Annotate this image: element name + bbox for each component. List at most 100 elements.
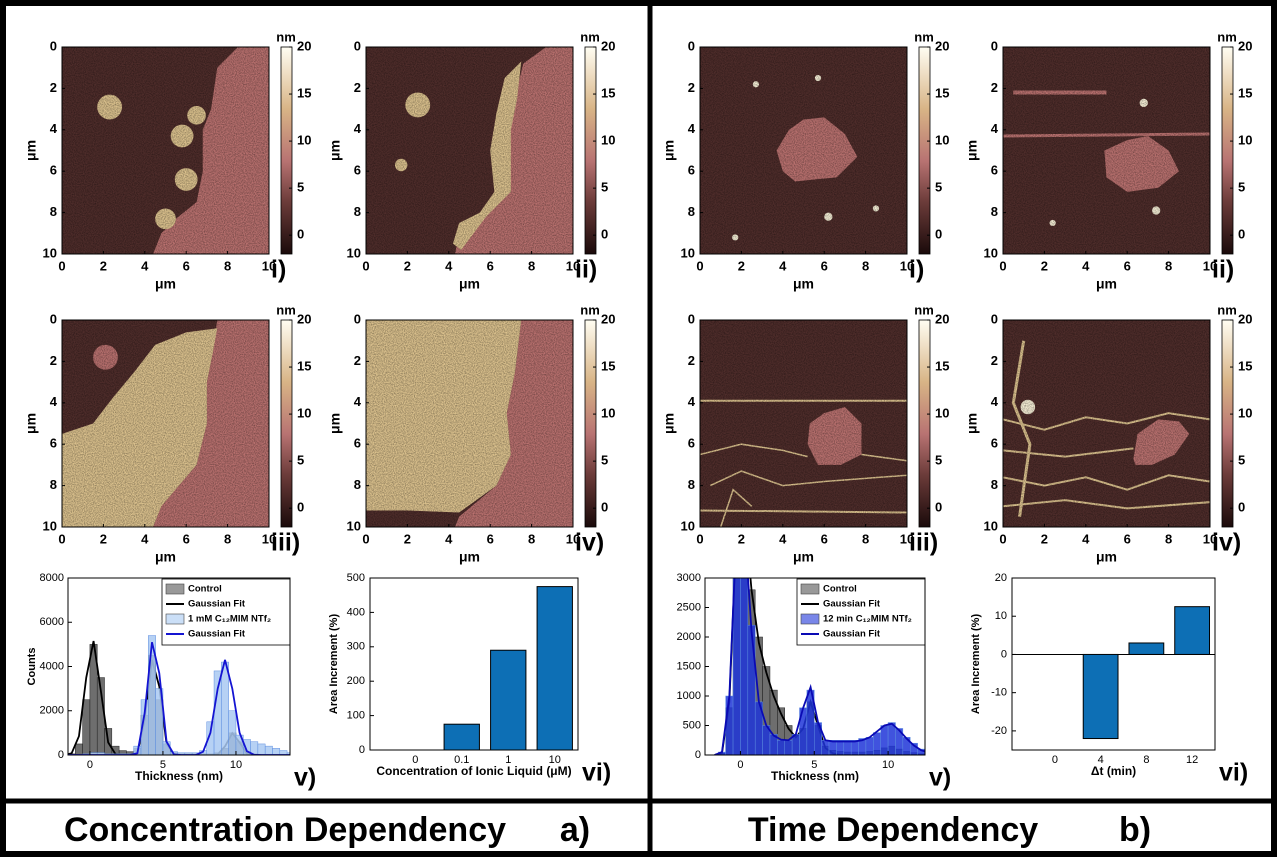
afm-y-label: μm [964,413,980,434]
colorbar-unit: nm [914,29,934,44]
afm-image [1003,47,1210,254]
colorbar-tick-label: 10 [1238,133,1252,148]
afm-y-tick-label: 6 [688,163,695,178]
y-tick-label: 4000 [40,660,64,672]
afm-x-label: μm [793,549,814,565]
colorbar-tick-label: 5 [935,453,942,468]
colorbar-tick-label: 10 [935,133,949,148]
afm-y-label: μm [23,140,39,161]
afm-y-tick-label: 8 [688,477,695,492]
fit-line [714,578,925,755]
legend-swatch [165,583,185,595]
afm-y-tick-label: 0 [991,38,998,53]
afm-x-tick-label: 6 [1124,258,1131,273]
histogram-bar [843,740,852,755]
panel-label: i) [271,256,286,284]
afm-y-tick-label: 8 [50,204,57,219]
histogram-bar [740,578,749,755]
legend-label: Gaussian Fit [823,599,881,610]
afm-x-tick-label: 8 [1165,258,1172,273]
y-tick-label: 500 [683,719,701,731]
colorbar-unit: nm [276,29,296,44]
afm-x-label: μm [1096,549,1117,565]
afm-noise [62,320,269,527]
x-axis-label: Concentration of Ionic Liquid (μM) [376,764,571,778]
colorbar-unit: nm [1217,29,1237,44]
colorbar [1221,46,1234,255]
colorbar-tick-label: 10 [297,406,311,421]
afm-y-tick-label: 0 [991,311,998,326]
y-tick-label: 10 [995,610,1007,622]
y-tick-label: 20 [995,572,1007,584]
bar [443,723,480,751]
afm-x-tick-label: 0 [58,258,65,273]
colorbar-tick-label: 5 [601,453,608,468]
afm-y-tick-label: 6 [688,436,695,451]
histogram-bar [873,732,881,755]
afm-x-tick-label: 6 [821,258,828,273]
legend-swatch [165,613,185,625]
afm-y-tick-label: 8 [688,204,695,219]
afm-x-tick-label: 8 [528,531,535,546]
afm-x-tick-label: 0 [999,258,1006,273]
y-tick-label: 0 [359,744,365,756]
afm-x-tick-label: 6 [487,531,494,546]
colorbar-tick-label: 20 [297,311,311,326]
afm-x-tick-label: 8 [862,531,869,546]
colorbar-tick-label: 5 [935,180,942,195]
colorbar-tick-label: 0 [1238,227,1245,242]
colorbar-tick-label: 0 [601,227,608,242]
colorbar-tick-label: 0 [935,227,942,242]
colorbar-tick-label: 15 [935,358,949,373]
panel-label: ii) [575,256,597,284]
afm-y-tick-label: 4 [688,121,696,136]
afm-y-tick-label: 10 [43,245,57,260]
afm-y-tick-label: 2 [991,353,998,368]
colorbar [584,46,597,255]
y-tick-label: 6000 [40,616,64,628]
afm-noise [700,320,907,527]
afm-border [1002,46,1211,255]
colorbar [584,319,597,528]
colorbar-tick-label: 10 [601,133,615,148]
afm-x-tick-label: 4 [1082,531,1090,546]
panel-label: iv) [575,529,604,557]
colorbar-tick-label: 5 [297,453,304,468]
histogram-bar [221,661,229,755]
colorbar [280,46,293,255]
afm-y-tick-label: 2 [354,80,361,95]
afm-x-label: μm [155,549,176,565]
afm-x-tick-label: 10 [262,531,276,546]
afm-x-tick-label: 2 [404,531,411,546]
y-tick-label: 0 [1001,648,1007,660]
histogram-bar [821,740,830,755]
colorbar-tick-label: 5 [297,180,304,195]
afm-x-tick-label: 6 [821,531,828,546]
x-tick-label: 12 [1186,754,1198,766]
histogram-bar [924,751,925,755]
y-tick-label: 8000 [40,572,64,584]
afm-y-tick-label: 6 [354,163,361,178]
colorbar-tick-label: 10 [1238,406,1252,421]
x-tick-label: 0 [1052,754,1058,766]
afm-y-tick-label: 10 [347,518,361,533]
colorbar-unit: nm [276,302,296,317]
axes-box [704,577,926,756]
colorbar-unit: nm [580,302,600,317]
afm-x-tick-label: 10 [262,258,276,273]
afm-y-tick-label: 10 [681,245,695,260]
afm-x-tick-label: 10 [566,531,580,546]
x-tick-label: 8 [1143,754,1149,766]
colorbar-tick-label: 20 [1238,38,1252,53]
afm-y-tick-label: 0 [688,311,695,326]
afm-border [1002,319,1211,528]
histogram-bar [228,710,237,755]
y-tick-label: 1500 [677,660,701,672]
afm-x-tick-label: 2 [738,258,745,273]
afm-y-tick-label: 4 [991,394,999,409]
afm-image [366,320,573,527]
afm-y-tick-label: 8 [991,477,998,492]
y-tick-label: 2000 [40,705,64,717]
afm-x-tick-label: 4 [779,258,787,273]
